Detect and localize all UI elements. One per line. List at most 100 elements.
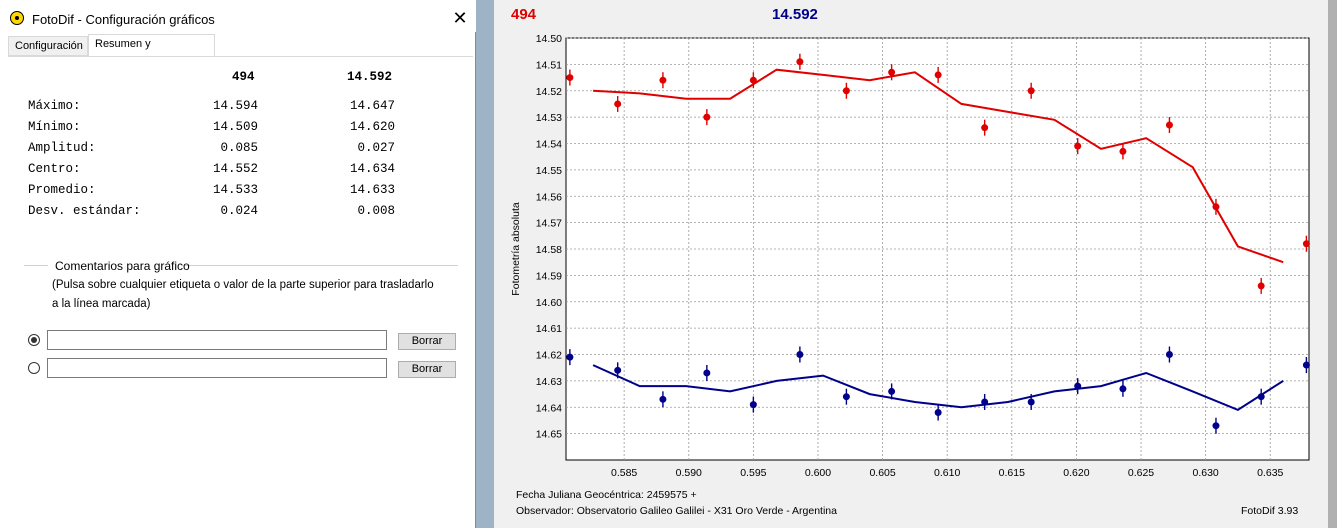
plot-area <box>565 37 1310 461</box>
comment2-radio[interactable] <box>28 362 40 374</box>
x-tick-label: 0.635 <box>1257 467 1283 479</box>
series1-point <box>888 68 896 76</box>
footer-version: FotoDif 3.93 <box>1241 505 1299 517</box>
y-tick-label: 14.51 <box>536 59 562 71</box>
y-tick-label: 14.56 <box>536 191 562 203</box>
section-divider-right <box>184 265 458 266</box>
series1-point <box>1212 203 1220 211</box>
value-amplitud-1[interactable]: 0.085 <box>220 141 258 155</box>
chart-header-series2[interactable]: 14.592 <box>772 6 818 23</box>
value-maximo-1[interactable]: 14.594 <box>212 99 258 113</box>
series2-point <box>566 353 574 361</box>
value-promedio-2[interactable]: 14.633 <box>349 183 395 197</box>
series2-point <box>796 351 804 358</box>
y-tick-label: 14.60 <box>536 297 562 309</box>
y-tick-label: 14.63 <box>536 376 562 388</box>
series1-point <box>1165 121 1173 129</box>
series2-point <box>1212 422 1220 430</box>
series2-point <box>934 409 942 417</box>
app-logo-icon <box>10 11 24 25</box>
series2-point <box>1027 398 1035 406</box>
series2-point <box>981 398 989 406</box>
x-tick-label: 0.630 <box>1192 467 1218 479</box>
y-tick-label: 14.52 <box>536 86 562 98</box>
y-tick-label: 14.53 <box>536 112 562 124</box>
config-dialog: FotoDif - Configuración gráficos ✕ Confi… <box>0 0 476 529</box>
x-tick-label: 0.625 <box>1128 467 1154 479</box>
col1-header[interactable]: 494 <box>232 70 255 84</box>
tab-resumen-comentarios[interactable]: Resumen y comentarios <box>88 34 215 69</box>
series1-point <box>1119 147 1127 155</box>
comments-hint-line1: (Pulsa sobre cualquier etiqueta o valor … <box>52 279 434 291</box>
value-centro-2[interactable]: 14.634 <box>349 162 395 176</box>
window-border-right <box>1328 0 1337 528</box>
comments-hint-line2: a la línea marcada) <box>52 298 151 310</box>
value-amplitud-2[interactable]: 0.027 <box>357 141 395 155</box>
series1-point <box>749 76 757 84</box>
x-tick-label: 0.595 <box>740 467 766 479</box>
title-bar[interactable]: FotoDif - Configuración gráficos ✕ <box>0 0 476 32</box>
label-maximo[interactable]: Máximo: <box>28 99 81 113</box>
series2-point <box>1257 393 1265 401</box>
value-promedio-1[interactable]: 14.533 <box>212 183 258 197</box>
light-curve-chart: 14.50 14.51 14.52 14.53 14.54 14.55 14.56 14.57… <box>510 33 1310 479</box>
y-tick-label: 14.64 <box>536 402 562 414</box>
window-title: FotoDif - Configuración gráficos <box>32 12 215 27</box>
value-maximo-2[interactable]: 14.647 <box>349 99 395 113</box>
series2-point <box>1119 385 1127 393</box>
y-tick-label: 14.57 <box>536 218 562 230</box>
series2-point <box>749 401 757 409</box>
x-tick-label: 0.610 <box>934 467 960 479</box>
series2-point <box>1165 351 1173 358</box>
x-tick-label: 0.585 <box>611 467 637 479</box>
x-tick-label: 0.600 <box>805 467 831 479</box>
comment1-radio[interactable] <box>28 334 40 346</box>
chart-header-series1[interactable]: 494 <box>511 6 537 23</box>
label-amplitud[interactable]: Amplitud: <box>28 141 96 155</box>
tab-configuracion[interactable]: Configuración <box>8 36 88 56</box>
label-centro[interactable]: Centro: <box>28 162 81 176</box>
x-tick-label: 0.615 <box>999 467 1025 479</box>
comment2-input[interactable] <box>47 358 387 378</box>
x-tick-label: 0.620 <box>1063 467 1089 479</box>
value-centro-1[interactable]: 14.552 <box>212 162 258 176</box>
y-tick-label: 14.65 <box>536 429 562 441</box>
section-divider-left <box>24 265 48 266</box>
footer-observer: Observador: Observatorio Galileo Galilei… <box>516 505 837 517</box>
value-desv-2[interactable]: 0.008 <box>357 204 395 218</box>
y-tick-label: 14.62 <box>536 350 562 362</box>
series1-point <box>796 58 804 66</box>
series2-point <box>659 395 667 403</box>
label-minimo[interactable]: Mínimo: <box>28 120 81 134</box>
series1-point <box>1302 240 1310 248</box>
series2-point <box>842 393 850 401</box>
comment1-clear-button[interactable]: Borrar <box>398 333 456 350</box>
close-icon[interactable]: ✕ <box>452 8 468 28</box>
y-tick-label: 14.58 <box>536 244 562 256</box>
label-desv-estandar[interactable]: Desv. estándar: <box>28 204 141 218</box>
series1-point <box>934 71 942 79</box>
y-tick-label: 14.54 <box>536 139 562 151</box>
series1-point <box>1027 87 1035 95</box>
col2-header[interactable]: 14.592 <box>347 70 393 84</box>
series2-point <box>614 366 622 374</box>
series1-point <box>1257 282 1265 290</box>
series1-point <box>614 100 622 108</box>
value-minimo-1[interactable]: 14.509 <box>212 120 258 134</box>
value-desv-1[interactable]: 0.024 <box>220 204 258 218</box>
comment2-clear-button[interactable]: Borrar <box>398 361 456 378</box>
series2-point <box>1302 361 1310 369</box>
y-axis-label: Fotometría absoluta <box>510 202 522 296</box>
series2-point <box>888 387 896 395</box>
background-window-strip <box>476 0 494 528</box>
series1-point <box>659 76 667 84</box>
label-promedio[interactable]: Promedio: <box>28 183 96 197</box>
value-minimo-2[interactable]: 14.620 <box>349 120 395 134</box>
comment1-input[interactable] <box>47 330 387 350</box>
footer-date-label: Fecha Juliana Geocéntrica: 2459575 + <box>516 489 697 501</box>
series1-point <box>842 87 850 95</box>
series2-point <box>703 369 711 377</box>
y-tick-label: 14.50 <box>536 33 562 45</box>
x-tick-label: 0.605 <box>869 467 895 479</box>
series2-point <box>1074 382 1082 390</box>
